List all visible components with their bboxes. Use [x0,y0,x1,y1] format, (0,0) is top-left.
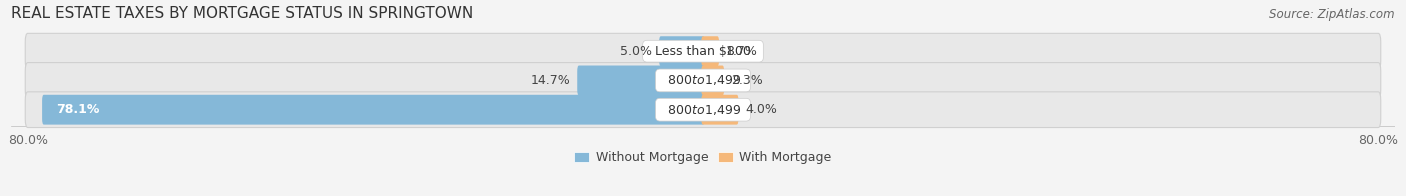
Text: REAL ESTATE TAXES BY MORTGAGE STATUS IN SPRINGTOWN: REAL ESTATE TAXES BY MORTGAGE STATUS IN … [11,6,474,21]
FancyBboxPatch shape [578,65,704,95]
FancyBboxPatch shape [702,95,738,125]
Text: Source: ZipAtlas.com: Source: ZipAtlas.com [1270,8,1395,21]
Text: $800 to $1,499: $800 to $1,499 [659,74,747,87]
FancyBboxPatch shape [702,65,724,95]
Text: 78.1%: 78.1% [56,103,100,116]
Text: 14.7%: 14.7% [530,74,571,87]
FancyBboxPatch shape [42,95,704,125]
Text: $800 to $1,499: $800 to $1,499 [659,103,747,117]
FancyBboxPatch shape [25,33,1381,69]
FancyBboxPatch shape [659,36,704,66]
Text: 5.0%: 5.0% [620,45,652,58]
FancyBboxPatch shape [25,92,1381,128]
Text: 1.7%: 1.7% [725,45,758,58]
FancyBboxPatch shape [25,63,1381,98]
FancyBboxPatch shape [702,36,718,66]
Text: 2.3%: 2.3% [731,74,762,87]
Text: Less than $800: Less than $800 [647,45,759,58]
Text: 4.0%: 4.0% [745,103,778,116]
Legend: Without Mortgage, With Mortgage: Without Mortgage, With Mortgage [569,146,837,169]
